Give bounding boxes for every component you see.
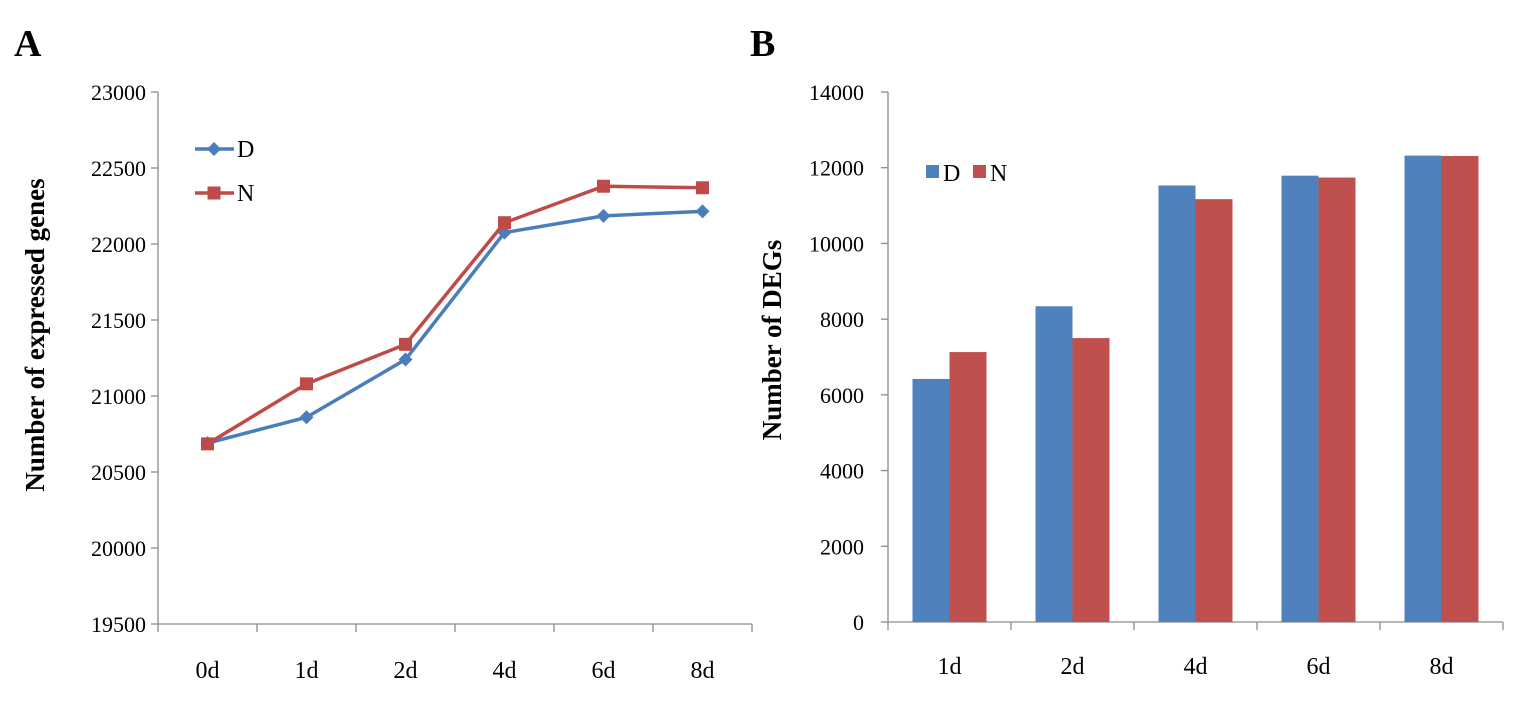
legend-n-label: N <box>237 181 254 207</box>
panel-b-y-tick-label: 6000 <box>820 383 864 408</box>
series-n-point <box>300 377 313 391</box>
bar-n-8d <box>1441 155 1479 622</box>
panel-b-x-tick-label: 2d <box>1061 654 1085 680</box>
panel-b: B Number of DEGs 0 2000 4000 6000 8000 10000 1… <box>750 23 1504 680</box>
legend-d-swatch <box>926 165 939 178</box>
panel-a-x-tick-label: 6d <box>592 658 616 684</box>
panel-a-letter: A <box>14 23 42 65</box>
panel-a-y-tick-label: 20000 <box>91 536 146 561</box>
series-n-point <box>696 181 709 195</box>
panel-b-bars <box>912 155 1479 623</box>
panel-b-x-tick-label: 4d <box>1184 654 1208 680</box>
bar-d-1d <box>912 378 950 622</box>
bar-d-2d <box>1035 306 1073 622</box>
series-d-point <box>596 208 611 223</box>
panel-a-y-tick-label: 21500 <box>91 308 146 333</box>
panel-b-letter: B <box>750 23 775 65</box>
series-d-point <box>299 410 314 425</box>
panel-b-y-tick-label: 4000 <box>820 459 864 484</box>
series-n-point <box>597 179 610 193</box>
panel-a-x-tick-label: 2d <box>394 658 418 684</box>
panel-a-y-axis-label: Number of expressed genes <box>20 178 50 491</box>
panel-a-x-tick-label: 1d <box>295 658 319 684</box>
panel-a-x-tick-label: 0d <box>196 658 220 684</box>
panel-b-x-tick-label: 8d <box>1430 654 1454 680</box>
bar-n-2d <box>1072 338 1110 622</box>
panel-a-y-tick-label: 21000 <box>91 384 146 409</box>
panel-a: A Number of expressed genes 19500 20000 20… <box>14 23 753 684</box>
panel-b-x-tick-label: 6d <box>1307 654 1331 680</box>
panel-a-y-tick-label: 22500 <box>91 156 146 181</box>
legend-d-label: D <box>237 137 254 163</box>
panel-a-y-tick-label: 19500 <box>91 612 146 637</box>
legend-d-label: D <box>943 161 960 187</box>
panel-a-x-tick-label: 8d <box>691 658 715 684</box>
bar-n-6d <box>1318 177 1356 623</box>
panel-a-axes: 19500 20000 20500 21000 21500 22000 22500 23000… <box>91 80 753 684</box>
legend-d-marker <box>207 142 221 156</box>
panel-b-y-tick-label: 10000 <box>809 231 864 256</box>
bar-n-4d <box>1195 199 1233 622</box>
legend-n-marker <box>207 186 221 200</box>
panel-b-y-tick-label: 8000 <box>820 307 864 332</box>
bar-n-1d <box>949 352 987 622</box>
bar-d-8d <box>1404 155 1442 622</box>
bar-d-6d <box>1281 175 1319 622</box>
panel-b-y-axis-label: Number of DEGs <box>757 240 787 441</box>
panel-b-x-tick-label: 1d <box>938 654 962 680</box>
panel-a-legend: DN <box>195 137 254 207</box>
series-d-point <box>398 352 413 367</box>
series-n-point <box>399 337 412 351</box>
panel-a-y-tick-label: 20500 <box>91 460 146 485</box>
panel-a-y-tick-label: 22000 <box>91 232 146 257</box>
series-d-point <box>695 204 710 219</box>
panel-a-series <box>200 179 710 451</box>
panel-b-y-tick-label: 0 <box>853 610 864 635</box>
panel-b-y-tick-label: 2000 <box>820 534 864 559</box>
series-n-point <box>498 216 511 230</box>
legend-n-swatch <box>973 165 986 178</box>
series-n-line <box>206 184 703 446</box>
panel-b-y-tick-label: 14000 <box>809 80 864 105</box>
panel-a-x-tick-label: 4d <box>493 658 517 684</box>
legend-n-label: N <box>990 161 1007 187</box>
series-d-line <box>207 209 703 445</box>
series-n-point <box>201 437 214 451</box>
panel-a-y-tick-label: 23000 <box>91 80 146 105</box>
panel-b-y-tick-label: 12000 <box>809 156 864 181</box>
bar-d-4d <box>1158 185 1196 622</box>
panel-b-axes: 0 2000 4000 6000 8000 10000 12000 14000 1d 2d 4d 6d… <box>809 80 1504 680</box>
